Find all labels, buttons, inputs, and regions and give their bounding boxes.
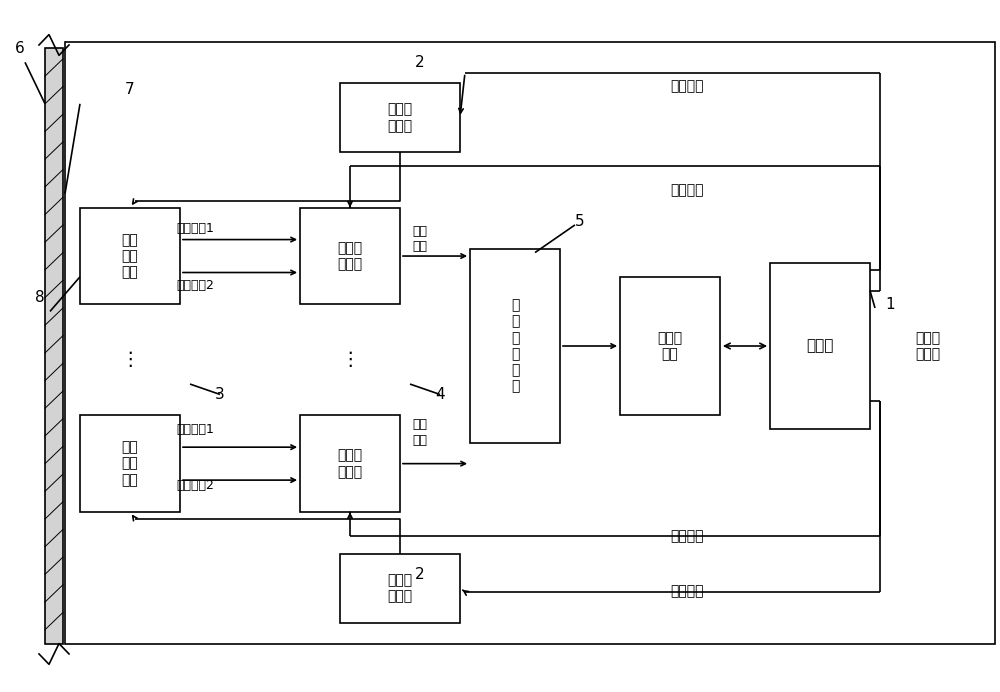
- FancyBboxPatch shape: [300, 208, 400, 304]
- Text: ⋮: ⋮: [120, 350, 140, 370]
- FancyBboxPatch shape: [340, 554, 460, 623]
- Text: 2: 2: [415, 567, 425, 582]
- Text: 4: 4: [435, 387, 445, 402]
- Text: 2: 2: [415, 55, 425, 70]
- Text: 检测
信号: 检测 信号: [413, 225, 428, 253]
- FancyBboxPatch shape: [45, 48, 63, 644]
- FancyBboxPatch shape: [620, 277, 720, 415]
- Text: 模
拟
多
路
开
关: 模 拟 多 路 开 关: [511, 298, 519, 394]
- Text: 6: 6: [15, 41, 25, 56]
- Text: 控制信号: 控制信号: [670, 529, 704, 543]
- FancyBboxPatch shape: [300, 415, 400, 512]
- Text: 感应信号1: 感应信号1: [176, 423, 214, 435]
- FancyBboxPatch shape: [340, 83, 460, 152]
- Text: 模数转
化器: 模数转 化器: [657, 331, 683, 361]
- Text: 方波信号: 方波信号: [670, 585, 704, 599]
- Text: 差动
线圈
探头: 差动 线圈 探头: [122, 233, 138, 280]
- Text: 功率放
大电路: 功率放 大电路: [387, 102, 413, 133]
- Text: 差动
线圈
探头: 差动 线圈 探头: [122, 440, 138, 487]
- Text: 数字信
号输出: 数字信 号输出: [915, 331, 940, 361]
- Text: 1: 1: [885, 297, 895, 312]
- FancyBboxPatch shape: [470, 249, 560, 443]
- Text: 信号处
理电路: 信号处 理电路: [337, 241, 363, 271]
- Text: 感应信号1: 感应信号1: [176, 222, 214, 235]
- FancyBboxPatch shape: [80, 415, 180, 512]
- Text: 感应信号2: 感应信号2: [176, 480, 214, 492]
- Text: 方波信号: 方波信号: [670, 80, 704, 93]
- FancyBboxPatch shape: [770, 263, 870, 429]
- Text: 检测
信号: 检测 信号: [413, 419, 428, 446]
- Text: 5: 5: [575, 214, 585, 229]
- FancyBboxPatch shape: [80, 208, 180, 304]
- Text: 8: 8: [35, 290, 45, 305]
- Text: 控制器: 控制器: [806, 338, 834, 354]
- Text: 功率放
大电路: 功率放 大电路: [387, 573, 413, 603]
- Text: 控制信号: 控制信号: [670, 183, 704, 197]
- Text: 信号处
理电路: 信号处 理电路: [337, 448, 363, 479]
- Text: 感应信号2: 感应信号2: [176, 279, 214, 291]
- Text: 7: 7: [125, 82, 135, 98]
- Text: 3: 3: [215, 387, 225, 402]
- Text: ⋮: ⋮: [340, 350, 360, 370]
